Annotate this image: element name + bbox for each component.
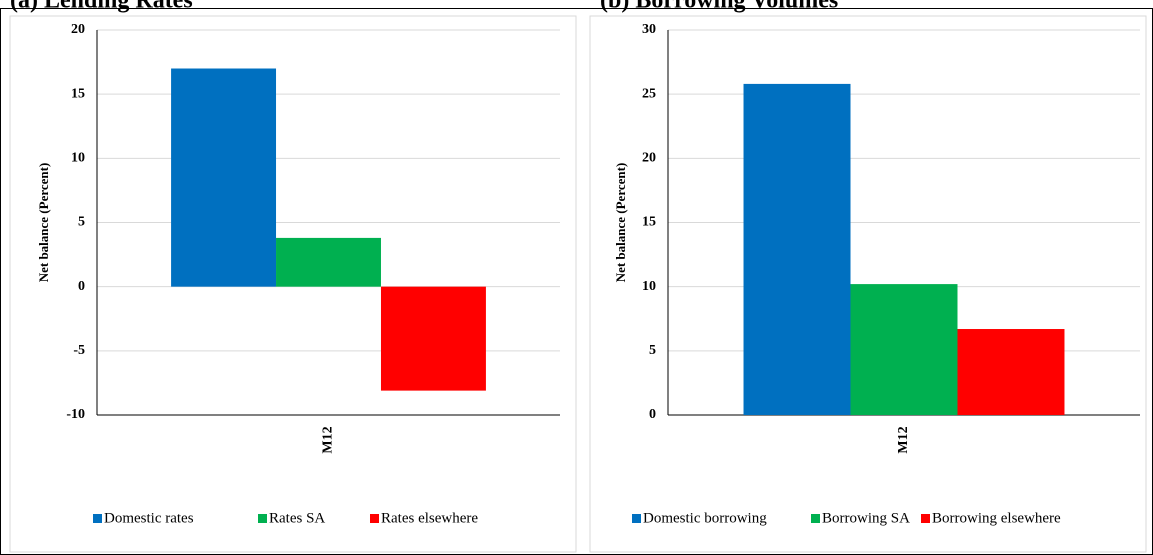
y-tick-label: 25 <box>642 86 656 101</box>
bar <box>380 286 486 391</box>
y-axis-label: Net balance (Percent) <box>613 163 628 283</box>
legend-label: Domestic borrowing <box>643 510 767 526</box>
bar <box>276 237 381 287</box>
legend-label: Rates elsewhere <box>381 510 478 526</box>
y-tick-label: 20 <box>642 151 656 166</box>
legend-swatch <box>93 514 102 523</box>
bar <box>850 284 958 415</box>
y-tick-label: 20 <box>71 22 85 37</box>
y-axis-label: Net balance (Percent) <box>36 163 51 283</box>
y-tick-label: 5 <box>649 343 656 358</box>
legend-swatch <box>921 514 930 523</box>
y-tick-label: -10 <box>66 407 85 422</box>
legend-swatch <box>811 514 820 523</box>
legend-label: Borrowing elsewhere <box>932 510 1061 526</box>
legend-label: Rates SA <box>269 510 325 526</box>
y-tick-label: 15 <box>71 86 85 101</box>
y-tick-label: 15 <box>642 215 656 230</box>
y-tick-label: 30 <box>642 22 656 37</box>
bar <box>171 68 277 287</box>
legend-swatch <box>258 514 267 523</box>
y-tick-label: -5 <box>73 343 85 358</box>
legend-label: Domestic rates <box>104 510 194 526</box>
x-tick-label: M12 <box>896 426 911 453</box>
bar <box>957 329 1065 415</box>
y-tick-label: 10 <box>642 279 656 294</box>
panel-background <box>589 15 1147 553</box>
legend-label: Borrowing SA <box>822 510 910 526</box>
legend-swatch <box>632 514 641 523</box>
chart-title: (a) Lending Rates <box>10 0 193 14</box>
y-tick-label: 5 <box>78 215 85 230</box>
y-tick-label: 0 <box>649 407 656 422</box>
chart-title: (b) Borrowing Volumes <box>600 0 838 14</box>
x-tick-label: M12 <box>321 426 336 453</box>
y-tick-label: 0 <box>78 279 85 294</box>
y-tick-label: 10 <box>71 151 85 166</box>
bar <box>743 83 851 416</box>
legend-swatch <box>370 514 379 523</box>
